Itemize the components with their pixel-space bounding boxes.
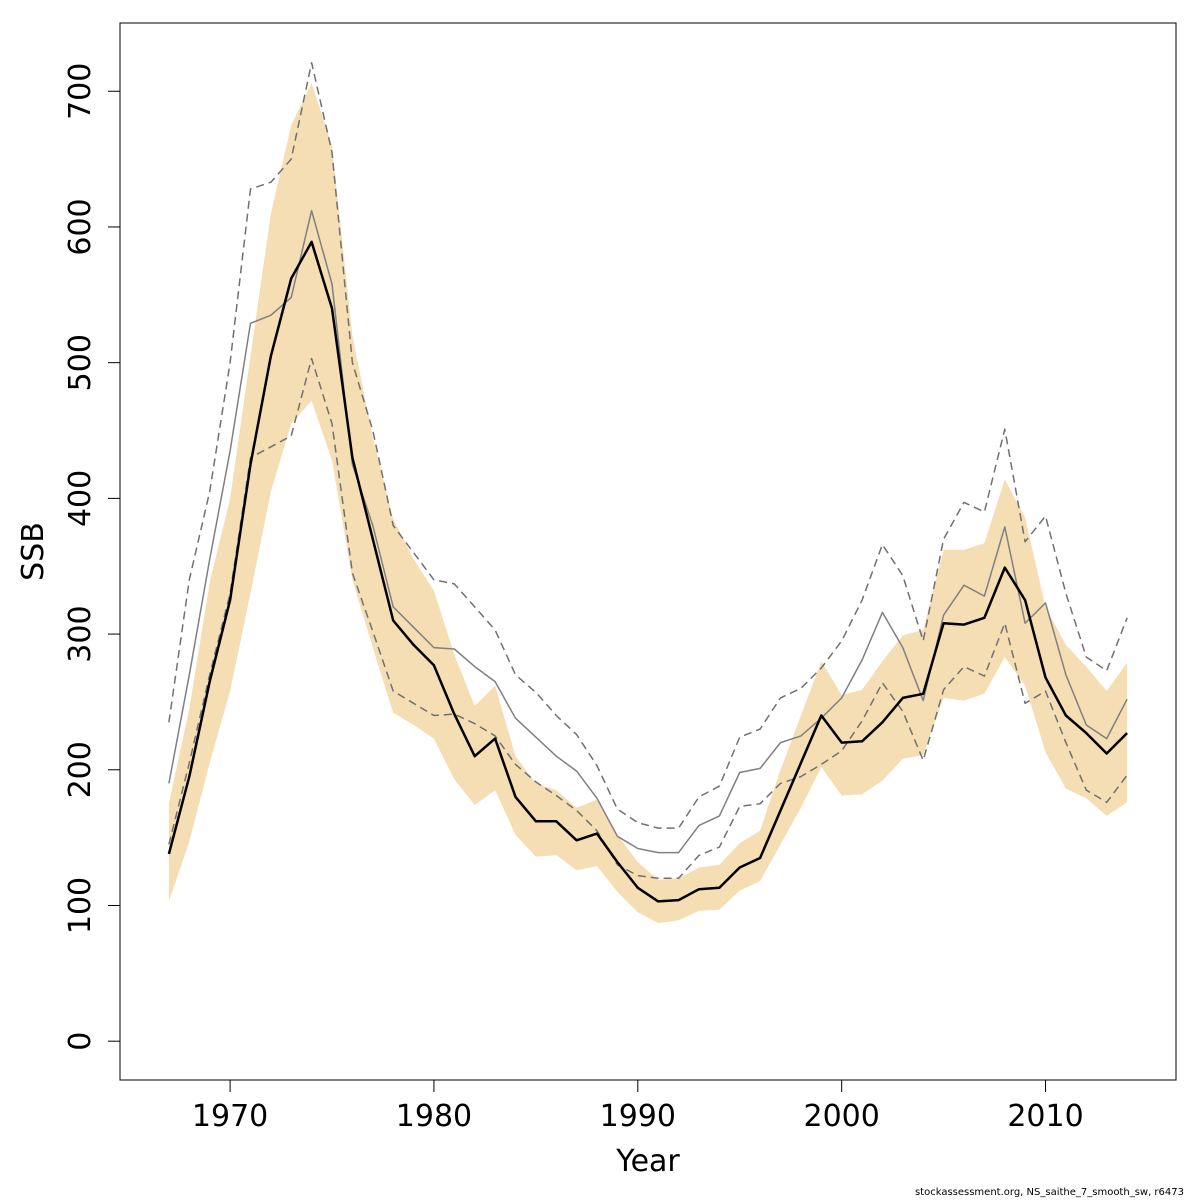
x-tick-label: 2000 bbox=[803, 1099, 879, 1134]
x-tick-label: 2010 bbox=[1007, 1099, 1083, 1134]
y-axis-title: SSB bbox=[16, 522, 51, 581]
y-tick-label: 500 bbox=[63, 334, 98, 391]
previous-ci-high-line bbox=[168, 62, 1128, 829]
previous-ci-low-line bbox=[168, 357, 1128, 880]
previous-estimate-line bbox=[168, 209, 1128, 854]
x-axis-title: Year bbox=[615, 1144, 680, 1179]
x-tick-label: 1990 bbox=[600, 1099, 676, 1134]
confidence-band-layer bbox=[168, 83, 1128, 924]
y-tick-label: 300 bbox=[63, 605, 98, 662]
y-tick-label: 600 bbox=[63, 198, 98, 255]
ssb-estimate-line bbox=[167, 240, 1128, 903]
y-tick-label: 400 bbox=[63, 470, 98, 527]
series-lines-layer bbox=[167, 62, 1128, 903]
x-tick-label: 1970 bbox=[192, 1099, 268, 1134]
y-tick-label: 200 bbox=[63, 741, 98, 798]
ssb-confidence-band bbox=[168, 83, 1128, 924]
axes-layer: 1970 1980 1990 2000 2010 0 100 200 300 400 500 600 7… bbox=[63, 63, 1084, 1134]
y-tick-label: 100 bbox=[63, 877, 98, 934]
y-tick-label: 700 bbox=[63, 63, 98, 120]
x-tick-label: 1980 bbox=[396, 1099, 472, 1134]
y-tick-label: 0 bbox=[63, 1032, 98, 1051]
footer-credit: stockassessment.org, NS_saithe_7_smooth_… bbox=[914, 1187, 1184, 1198]
